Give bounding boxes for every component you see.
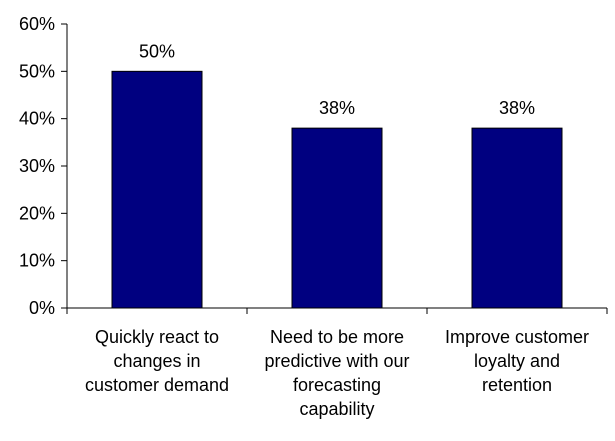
category-label-line: Improve customer bbox=[445, 327, 589, 347]
category-label-line: retention bbox=[482, 375, 552, 395]
category-label-line: changes in bbox=[113, 351, 200, 371]
category-label-line: Need to be more bbox=[270, 327, 404, 347]
data-label: 38% bbox=[499, 98, 535, 118]
data-label: 50% bbox=[139, 41, 175, 61]
category-label-line: customer demand bbox=[85, 375, 229, 395]
bar bbox=[471, 127, 563, 309]
category-label-line: predictive with our bbox=[264, 351, 409, 371]
y-tick-label: 30% bbox=[19, 156, 55, 176]
y-axis: 0% 10% 20% 30% 40% 50% 60% bbox=[19, 14, 68, 318]
y-tick-label: 0% bbox=[29, 298, 55, 318]
category-label-line: loyalty and bbox=[474, 351, 560, 371]
y-tick-label: 50% bbox=[19, 61, 55, 81]
category-label-line: Quickly react to bbox=[95, 327, 219, 347]
y-tick-label: 10% bbox=[19, 251, 55, 271]
category-label-line: capability bbox=[299, 399, 374, 419]
bars: 50% 38% 38% bbox=[111, 41, 563, 309]
category-label: Quickly react to changes in customer deman… bbox=[85, 327, 229, 395]
x-axis: Quickly react to changes in customer deman… bbox=[66, 307, 608, 419]
data-label: 38% bbox=[319, 98, 355, 118]
category-label: Improve customer loyalty and retention bbox=[445, 327, 589, 395]
bar bbox=[291, 127, 383, 309]
bar bbox=[111, 70, 203, 309]
y-tick-label: 60% bbox=[19, 14, 55, 34]
y-tick-label: 20% bbox=[19, 203, 55, 223]
category-label-line: forecasting bbox=[293, 375, 381, 395]
y-tick-label: 40% bbox=[19, 109, 55, 129]
category-label: Need to be more predictive with our foreca… bbox=[264, 327, 409, 419]
